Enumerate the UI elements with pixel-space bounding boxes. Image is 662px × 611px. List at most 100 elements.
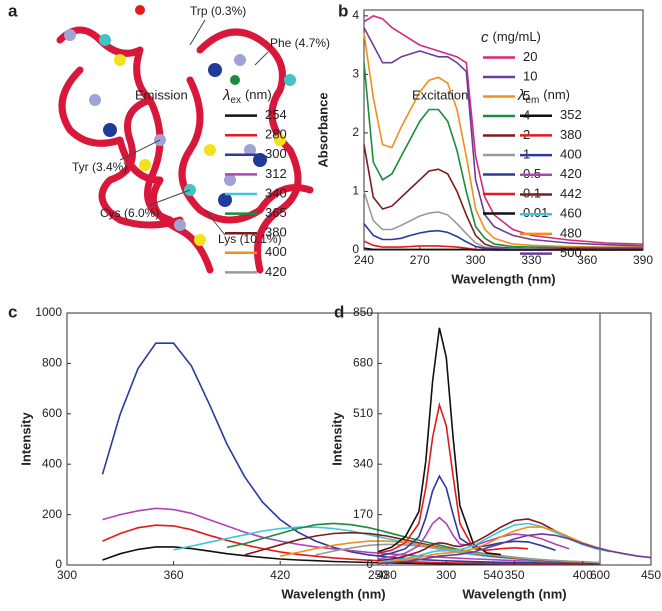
legend-title: c (mg/mL)	[481, 29, 541, 46]
residues	[64, 5, 296, 246]
legend-label: 400	[560, 147, 582, 162]
x-tick-label: 600	[590, 568, 610, 582]
series-line	[377, 327, 501, 556]
legend-label: 460	[560, 206, 582, 221]
x-tick-label: 300	[436, 568, 456, 582]
x-tick-label: 250	[368, 568, 388, 582]
y-axis-label: Absorbance	[315, 92, 330, 167]
x-tick-label: 240	[354, 253, 374, 267]
series-line	[363, 15, 644, 245]
legend-label: 254	[265, 107, 287, 122]
ribbon	[196, 28, 302, 274]
legend-label: 340	[265, 185, 287, 200]
legend-label: 20	[523, 49, 537, 64]
legend-label: 0.5	[523, 166, 541, 181]
panel-label: c	[8, 302, 17, 321]
y-tick-label: 800	[42, 356, 62, 370]
legend-label: 5	[523, 88, 530, 103]
series-line	[363, 144, 643, 250]
legend-label: 480	[560, 225, 582, 240]
panel-label: d	[334, 302, 344, 321]
series-line	[363, 27, 644, 247]
x-tick-label: 360	[577, 253, 597, 267]
legend-title: λem (nm)	[517, 87, 570, 106]
legend-subscript: ex	[230, 95, 241, 106]
y-tick-label: 680	[353, 356, 373, 370]
series-line	[363, 33, 643, 248]
legend-symbol: λ	[517, 87, 525, 104]
plot-frame	[377, 312, 652, 566]
series-line	[377, 474, 556, 557]
x-tick-label: 300	[57, 568, 77, 582]
x-tick-label: 400	[573, 568, 593, 582]
annotation: Emission	[135, 87, 188, 102]
x-tick-label: 330	[521, 253, 541, 267]
y-tick-label: 3	[352, 67, 359, 81]
legend-title: λex (nm)	[222, 87, 272, 106]
x-tick-label: 480	[377, 568, 397, 582]
plot-frame	[66, 312, 601, 566]
y-tick-label: 4	[352, 8, 359, 22]
x-axis-label: Wavelength (nm)	[451, 271, 555, 286]
residue-label: Cys (6.0%)	[100, 206, 159, 220]
x-tick-label: 540	[483, 568, 503, 582]
legend-label: 420	[265, 264, 287, 279]
ribbon	[144, 96, 174, 224]
plot: d 250 300 350 400 450 0 170 340 510 680 850 Waveleng…	[329, 87, 661, 601]
x-axis-label: Wavelength (nm)	[462, 586, 566, 601]
y-axis-label: Intensity	[18, 412, 33, 466]
panel-label: b	[338, 1, 348, 20]
y-tick-label: 0	[55, 557, 62, 571]
panel-label: a	[8, 1, 18, 20]
series-line	[377, 516, 570, 560]
x-tick-label: 390	[633, 253, 653, 267]
legend-unit: (mg/mL)	[493, 29, 541, 44]
y-tick-label: 850	[353, 305, 373, 319]
y-tick-label: 400	[42, 456, 62, 470]
series-line	[102, 524, 600, 565]
y-tick-label: 510	[353, 406, 373, 420]
residue-label: Tyr (3.4%)	[72, 160, 127, 174]
series-line	[377, 533, 652, 565]
protein-structure: a Trp (0.3%) Phe (4.7%) Tyr (3.4%) Cys (…	[8, 1, 330, 274]
series-line	[315, 543, 601, 564]
legend-label: 442	[560, 186, 582, 201]
legend-label: 280	[265, 127, 287, 142]
plot: b 240 270 300 330 360 390 0 1 2 3 4 Wavelength (nm) A…	[315, 1, 653, 286]
residue-label: Phe (4.7%)	[270, 36, 330, 50]
residue-label: Lys (10.1%)	[218, 232, 282, 246]
y-tick-label: 0	[352, 242, 359, 256]
legend-label: 352	[560, 107, 582, 122]
legend-label: 400	[265, 244, 287, 259]
legend-unit: (nm)	[245, 87, 272, 102]
y-tick-label: 600	[42, 406, 62, 420]
y-tick-label: 1	[352, 184, 359, 198]
legend-label: 500	[560, 245, 582, 260]
y-tick-label: 340	[353, 456, 373, 470]
y-tick-label: 170	[353, 507, 373, 521]
x-tick-label: 350	[504, 568, 524, 582]
series-line	[101, 342, 600, 565]
legend-label: 0.01	[523, 205, 548, 220]
legend-label: 380	[265, 225, 287, 240]
legend-label: 420	[560, 166, 582, 181]
series-line	[377, 401, 529, 554]
legend-symbol: λ	[222, 87, 230, 104]
x-tick-label: 360	[164, 568, 184, 582]
legend-unit: (nm)	[543, 87, 570, 102]
legend-label: 0.1	[523, 185, 541, 200]
series-line	[102, 507, 601, 564]
legend-label: 312	[265, 166, 287, 181]
legend-label: 10	[523, 68, 537, 83]
legend-symbol: c	[481, 29, 489, 46]
series-line	[363, 247, 643, 251]
x-tick-label: 450	[641, 568, 661, 582]
y-axis-label: Intensity	[329, 412, 344, 466]
ribbon	[178, 76, 314, 224]
residue-label: Trp (0.3%)	[190, 4, 246, 18]
legend-label: 380	[560, 127, 582, 142]
leader-lines	[119, 19, 269, 236]
y-tick-label: 200	[42, 507, 62, 521]
